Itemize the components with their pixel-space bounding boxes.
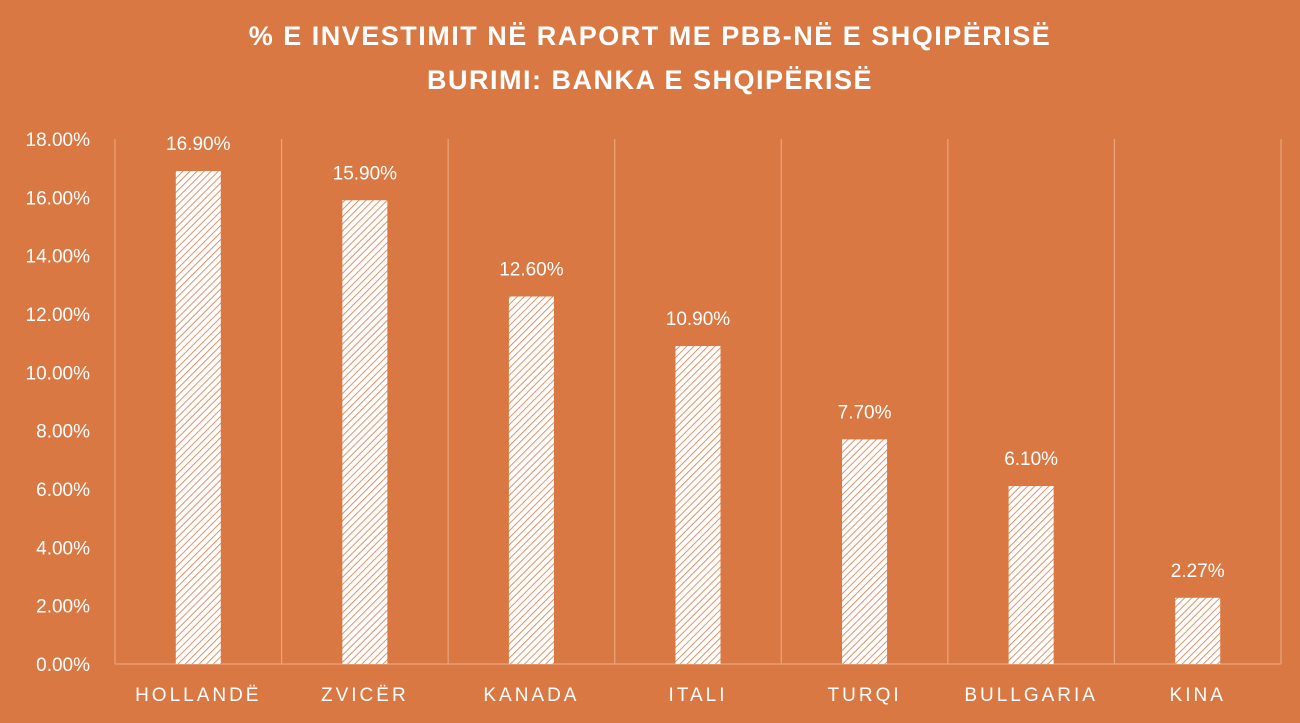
bar [342,200,388,664]
x-tick-label: ZVICËR [321,685,409,706]
data-label: 10.90% [666,309,731,330]
data-label: 15.90% [333,163,398,184]
x-tick-label: ITALI [669,685,728,706]
y-tick-label: 6.00% [36,480,90,501]
x-tick-label: KANADA [483,685,579,706]
y-tick-label: 0.00% [36,655,90,676]
y-tick-label: 8.00% [36,422,90,443]
bar [842,439,888,664]
y-tick-label: 14.00% [26,247,91,268]
y-tick-label: 10.00% [26,363,91,384]
y-tick-label: 18.00% [26,130,91,151]
chart-subtitle: BURIMI: BANKA E SHQIPËRISË [426,65,874,95]
data-label: 7.70% [838,402,892,423]
x-tick-label: BULLGARIA [964,685,1098,706]
x-tick-label: TURQI [828,685,902,706]
x-tick-label: HOLLANDË [135,685,261,706]
y-tick-label: 16.00% [26,188,91,209]
y-tick-label: 2.00% [36,597,90,618]
data-label: 12.60% [499,260,564,281]
bar [675,346,721,664]
chart-title: % E INVESTIMIT NË RAPORT ME PBB-NË E SHQ… [248,21,1052,51]
data-label: 6.10% [1004,449,1058,470]
x-tick-label: KINA [1170,685,1226,706]
bar [1175,597,1221,664]
data-label: 16.90% [166,134,231,155]
bar [1008,486,1054,664]
data-label: 2.27% [1171,561,1225,582]
y-tick-label: 12.00% [26,305,91,326]
y-tick-label: 4.00% [36,538,90,559]
chart-title-block: % E INVESTIMIT NË RAPORT ME PBB-NË E SHQ… [0,14,1300,102]
bar [175,171,221,665]
bar [508,296,554,664]
